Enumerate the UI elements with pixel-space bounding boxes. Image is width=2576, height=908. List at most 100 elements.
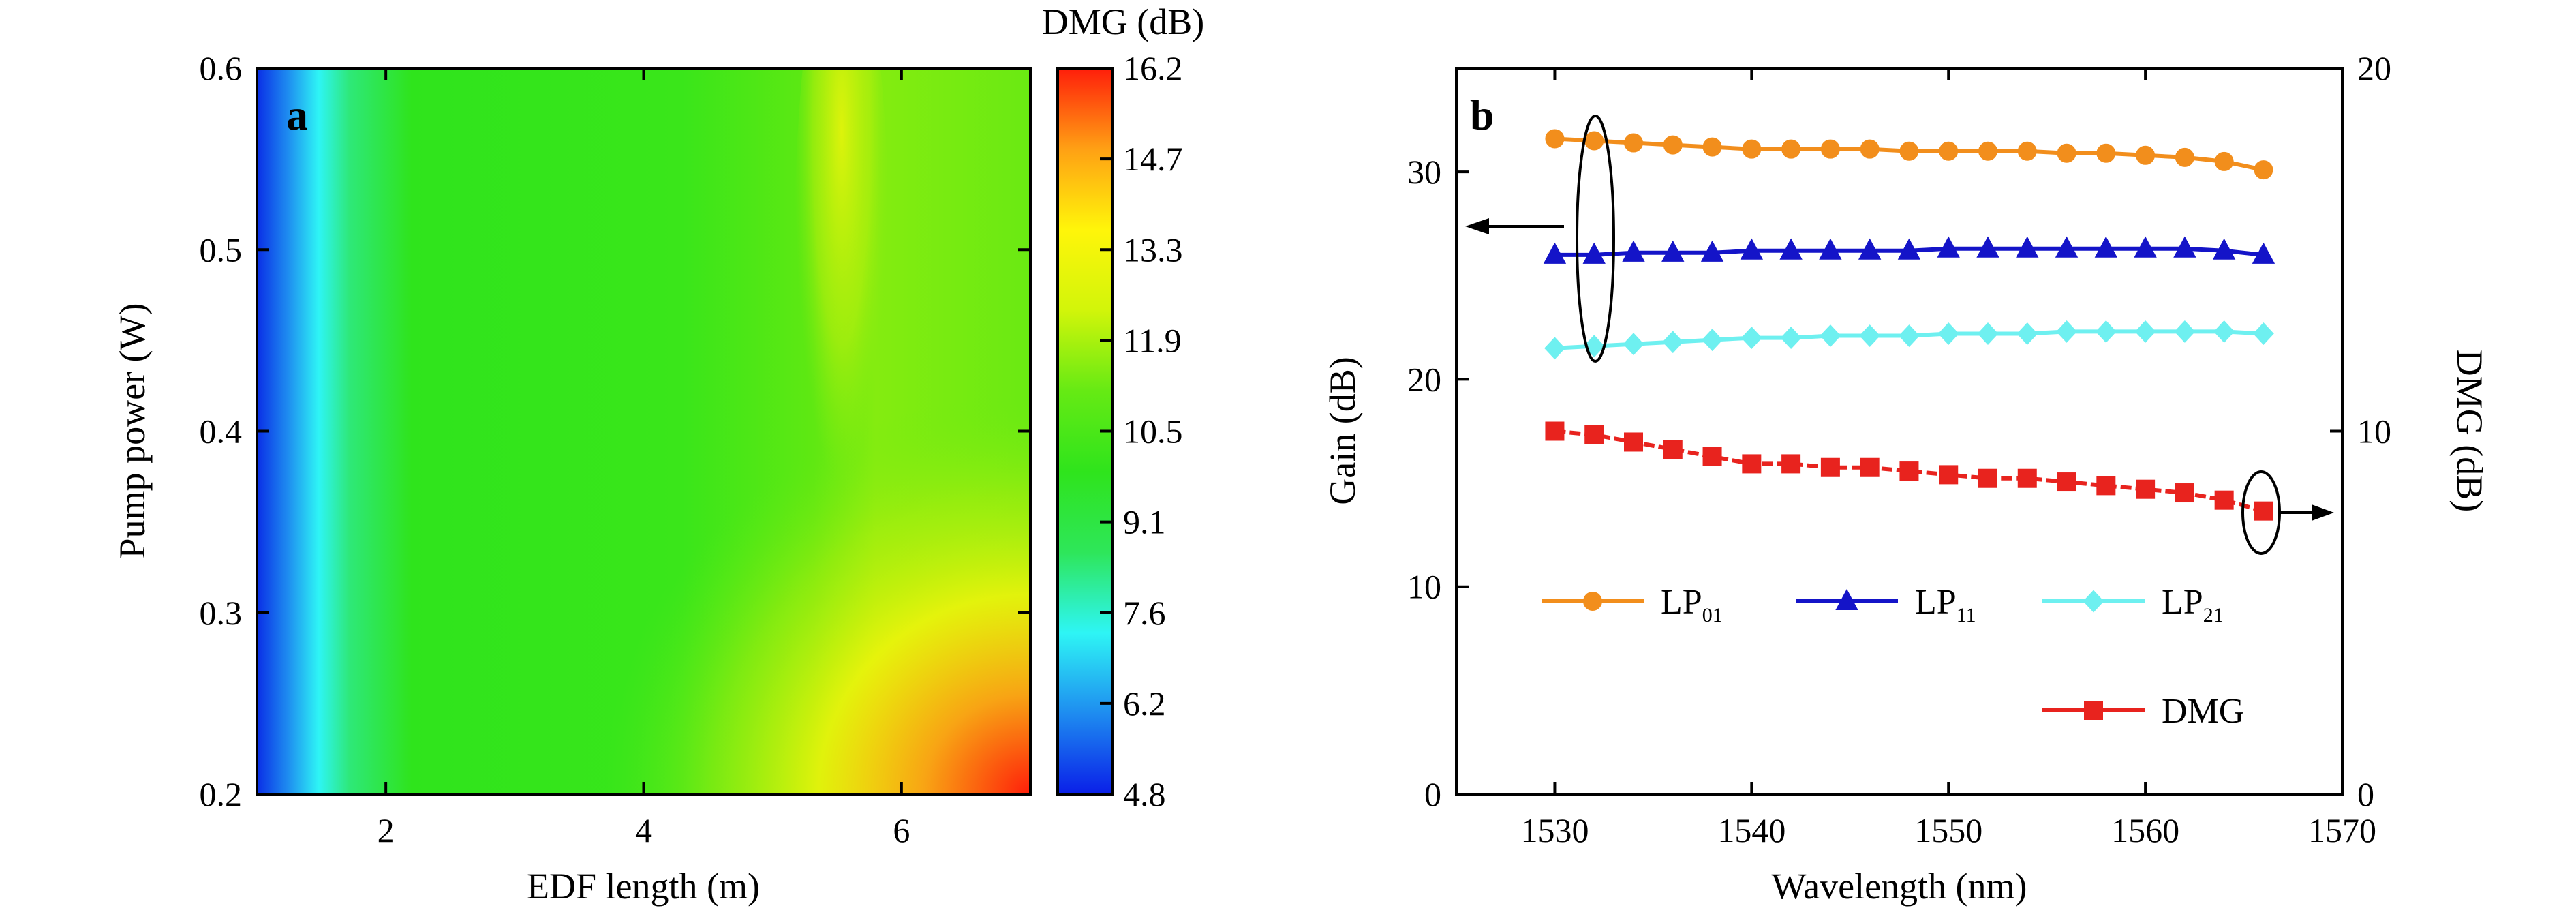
legend-marker-dmg — [2084, 701, 2103, 720]
gain-x-tick-label: 1530 — [1520, 811, 1589, 849]
data-point-lp11 — [1740, 238, 1764, 260]
data-point-lp11 — [1661, 240, 1685, 262]
data-point-lp21 — [1899, 324, 1920, 347]
legend-label-lp11: LP11 — [1915, 583, 1976, 626]
heatmap-y-tick-label: 0.6 — [200, 49, 243, 87]
data-point-lp01 — [1624, 133, 1643, 153]
dmg-y-tick-label: 10 — [2357, 412, 2391, 451]
data-point-dmg — [2017, 468, 2037, 488]
legend-label-lp01: LP01 — [1661, 583, 1723, 626]
data-point-lp21 — [2095, 320, 2117, 343]
gain-x-tick-label: 1550 — [1914, 811, 1982, 849]
data-point-lp11 — [1858, 238, 1882, 260]
panel-b-gain-chart: 1530 1540 1550 1560 1570 0 10 20 30 0 10 20 b Wav… — [1322, 49, 2490, 907]
data-point-lp01 — [1584, 131, 1604, 151]
data-point-dmg — [1545, 421, 1565, 441]
heatmap-x-tick-label: 6 — [893, 811, 910, 849]
panel-a-heatmap: 2 4 6 0.2 0.3 0.4 0.5 0.6 a EDF length (m) Pum… — [112, 1, 1205, 907]
data-point-dmg — [1939, 465, 1959, 485]
data-point-lp21 — [1780, 327, 1802, 350]
gain-x-ticks: 1530 1540 1550 1560 1570 — [1520, 68, 2376, 849]
heatmap-x-tick-label: 2 — [378, 811, 395, 849]
data-point-dmg — [1584, 425, 1604, 444]
data-point-lp11 — [1937, 236, 1960, 258]
gain-x-tick-label: 1570 — [2308, 811, 2376, 849]
gain-x-axis-title: Wavelength (nm) — [1771, 866, 2027, 907]
data-point-lp11 — [2016, 236, 2039, 258]
data-point-lp21 — [2213, 320, 2235, 343]
data-point-lp11 — [1622, 240, 1645, 262]
colorbar-tick-label: 14.7 — [1123, 140, 1183, 178]
data-point-lp11 — [1897, 238, 1921, 260]
gain-y-tick-label: 0 — [1424, 775, 1441, 813]
data-point-lp11 — [1976, 236, 1999, 258]
data-point-dmg — [1663, 440, 1683, 459]
gain-y-axis-title: Gain (dB) — [1322, 357, 1363, 504]
data-point-lp01 — [1545, 129, 1565, 149]
dmg-y-tick-label: 0 — [2357, 775, 2374, 813]
data-point-lp21 — [2174, 320, 2196, 343]
left-axis-arrow-head-icon — [1465, 218, 1489, 234]
colorbar-tick-label: 9.1 — [1123, 503, 1166, 541]
data-point-lp21 — [1977, 322, 1999, 345]
data-point-lp01 — [2214, 151, 2234, 171]
data-point-lp21 — [1859, 324, 1881, 347]
dmg-y-ticks: 0 10 20 — [2330, 49, 2391, 813]
colorbar-title: DMG (dB) — [1042, 1, 1205, 42]
gain-series-group — [1543, 129, 2275, 521]
data-point-dmg — [2136, 479, 2156, 499]
data-point-lp01 — [2057, 143, 2076, 163]
data-point-dmg — [1860, 457, 1880, 477]
data-point-lp21 — [2017, 322, 2038, 345]
data-point-lp01 — [1939, 141, 1959, 161]
data-point-lp01 — [1663, 135, 1683, 155]
data-point-dmg — [1820, 457, 1840, 477]
data-point-dmg — [2096, 476, 2116, 496]
data-point-lp11 — [1700, 240, 1724, 262]
data-point-lp01 — [2017, 141, 2037, 161]
gain-y-ticks: 0 10 20 30 — [1407, 153, 1469, 813]
data-point-lp21 — [2056, 320, 2077, 343]
data-point-dmg — [1899, 461, 1919, 481]
data-point-dmg — [2254, 501, 2273, 521]
data-point-lp21 — [1662, 331, 1684, 354]
gain-y-tick-label: 10 — [1407, 568, 1441, 606]
data-point-lp11 — [1779, 238, 1803, 260]
gain-curves-ellipse — [1576, 115, 1615, 363]
legend-marker-lp11 — [1835, 588, 1858, 610]
data-point-dmg — [2175, 483, 2194, 503]
data-point-lp01 — [1820, 139, 1840, 159]
dmg-y-axis-title: DMG (dB) — [2449, 350, 2490, 513]
data-point-lp01 — [2096, 143, 2116, 163]
colorbar-tick-label: 16.2 — [1123, 49, 1183, 87]
data-point-lp21 — [2134, 320, 2156, 343]
heatmap-y-axis-title: Pump power (W) — [112, 303, 153, 559]
heatmap-y-tick-label: 0.4 — [200, 412, 243, 451]
data-point-lp11 — [2212, 238, 2236, 260]
gain-panel-label: b — [1470, 91, 1494, 139]
data-point-lp11 — [2252, 242, 2275, 264]
heatmap-y-tick-label: 0.2 — [200, 775, 243, 813]
data-point-lp11 — [2055, 236, 2079, 258]
data-point-dmg — [2057, 472, 2076, 492]
data-point-lp01 — [2175, 147, 2194, 167]
data-point-lp21 — [1702, 329, 1723, 352]
data-point-lp11 — [2094, 236, 2118, 258]
gain-legend: LP01 LP11 LP21 DMG — [1542, 583, 2244, 731]
data-point-dmg — [1742, 454, 1762, 474]
heatmap-panel-label: a — [286, 91, 308, 139]
colorbar-tick-label: 13.3 — [1123, 230, 1183, 269]
heatmap-hot-corner — [257, 68, 1030, 794]
heatmap-y-tick-label: 0.3 — [200, 594, 243, 632]
data-point-dmg — [1978, 468, 1997, 488]
heatmap-y-ticks: 0.2 0.3 0.4 0.5 0.6 — [200, 49, 1030, 813]
heatmap-x-tick-label: 4 — [635, 811, 652, 849]
colorbar-tick-label: 11.9 — [1123, 321, 1182, 359]
data-point-lp01 — [1860, 139, 1880, 159]
data-point-lp11 — [2173, 236, 2196, 258]
data-point-dmg — [1781, 454, 1801, 474]
data-point-dmg — [1702, 447, 1722, 466]
data-point-lp01 — [1978, 141, 1997, 161]
data-point-lp21 — [1937, 322, 1959, 345]
heatmap-x-axis-title: EDF length (m) — [527, 866, 760, 907]
